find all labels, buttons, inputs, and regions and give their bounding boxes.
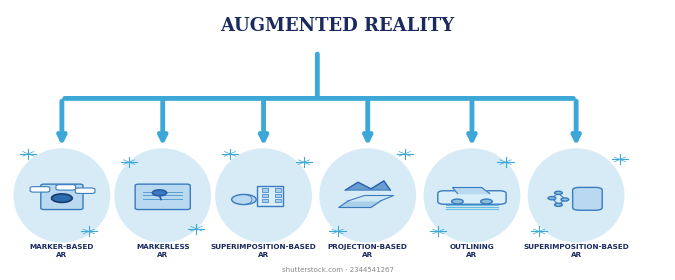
FancyBboxPatch shape bbox=[30, 187, 50, 192]
Text: shutterstock.com · 2344541267: shutterstock.com · 2344541267 bbox=[281, 267, 394, 273]
FancyBboxPatch shape bbox=[256, 186, 283, 206]
Polygon shape bbox=[348, 195, 394, 201]
Ellipse shape bbox=[14, 148, 110, 242]
FancyBboxPatch shape bbox=[275, 193, 281, 197]
Ellipse shape bbox=[319, 148, 416, 242]
Circle shape bbox=[555, 191, 562, 194]
Ellipse shape bbox=[215, 148, 312, 242]
Ellipse shape bbox=[114, 148, 211, 242]
Text: SUPERIMPOSITION-BASED
AR: SUPERIMPOSITION-BASED AR bbox=[523, 244, 629, 258]
Circle shape bbox=[548, 197, 556, 200]
Circle shape bbox=[555, 203, 562, 206]
Text: MARKER-BASED
AR: MARKER-BASED AR bbox=[30, 244, 94, 258]
FancyBboxPatch shape bbox=[262, 188, 268, 192]
Polygon shape bbox=[345, 181, 390, 190]
Text: PROJECTION-BASED
AR: PROJECTION-BASED AR bbox=[328, 244, 408, 258]
Polygon shape bbox=[452, 188, 489, 193]
FancyBboxPatch shape bbox=[262, 199, 268, 202]
FancyBboxPatch shape bbox=[76, 188, 95, 193]
Text: SUPERIMPOSITION-BASED
AR: SUPERIMPOSITION-BASED AR bbox=[211, 244, 317, 258]
Circle shape bbox=[153, 190, 167, 196]
Text: AUGMENTED REALITY: AUGMENTED REALITY bbox=[221, 17, 454, 35]
FancyBboxPatch shape bbox=[275, 199, 281, 202]
Circle shape bbox=[561, 198, 569, 201]
FancyBboxPatch shape bbox=[275, 188, 281, 192]
FancyBboxPatch shape bbox=[438, 191, 506, 204]
Circle shape bbox=[232, 194, 256, 205]
FancyBboxPatch shape bbox=[572, 187, 602, 210]
FancyBboxPatch shape bbox=[40, 184, 83, 209]
Text: MARKERLESS
AR: MARKERLESS AR bbox=[136, 244, 190, 258]
FancyBboxPatch shape bbox=[56, 185, 76, 190]
FancyBboxPatch shape bbox=[135, 184, 190, 209]
Text: OUTLINING
AR: OUTLINING AR bbox=[450, 244, 494, 258]
Ellipse shape bbox=[423, 148, 520, 242]
Circle shape bbox=[51, 194, 72, 202]
Circle shape bbox=[452, 199, 463, 204]
Ellipse shape bbox=[528, 148, 624, 242]
Circle shape bbox=[481, 199, 492, 204]
Polygon shape bbox=[339, 201, 381, 207]
FancyBboxPatch shape bbox=[262, 193, 268, 197]
